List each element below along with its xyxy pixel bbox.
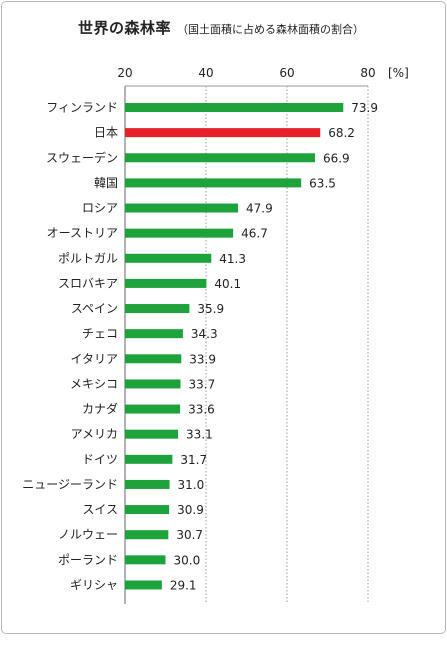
chart-title: 世界の森林率 — [78, 19, 172, 37]
category-label: スペイン — [71, 302, 118, 316]
category-label: ノルウェー — [58, 528, 118, 542]
category-label: チェコ — [82, 327, 118, 341]
data-label: 47.9 — [246, 202, 273, 216]
bar — [125, 505, 170, 515]
data-label: 63.5 — [309, 176, 336, 190]
data-label: 31.0 — [178, 478, 205, 492]
x-tick-label: 40 — [198, 66, 213, 80]
chart-subtitle: （国土面積に占める森林面積の割合） — [177, 23, 365, 36]
data-label: 33.9 — [189, 352, 216, 366]
category-label: スイス — [82, 503, 118, 517]
x-tick-label: 80 — [360, 66, 375, 80]
bar — [125, 379, 181, 389]
category-label: カナダ — [82, 401, 118, 416]
bar — [125, 128, 321, 138]
bar — [125, 404, 181, 414]
category-label: メキシコ — [70, 377, 118, 391]
bar — [125, 454, 173, 464]
category-label: オーストリア — [47, 226, 118, 240]
bar — [125, 429, 179, 439]
category-label: ポーランド — [58, 553, 118, 567]
x-tick-label: 60 — [279, 66, 294, 80]
data-label: 40.1 — [214, 277, 241, 291]
x-tick-label: 20 — [117, 66, 132, 80]
category-label: ドイツ — [82, 452, 118, 466]
data-label: 30.0 — [174, 553, 201, 567]
chart-title-block: 世界の森林率 （国土面積に占める森林面積の割合） — [78, 20, 364, 36]
data-label: 35.9 — [197, 302, 224, 316]
category-label: ギリシャ — [70, 578, 118, 592]
data-label: 33.7 — [188, 377, 215, 391]
bar — [125, 555, 166, 565]
bar — [125, 580, 162, 590]
data-label: 29.1 — [170, 578, 197, 592]
data-label: 34.3 — [191, 327, 218, 341]
data-label: 33.6 — [188, 403, 215, 417]
bar — [125, 178, 302, 188]
category-label: ニュージーランド — [22, 477, 118, 491]
bar — [125, 103, 344, 112]
data-label: 31.7 — [180, 453, 207, 467]
bar — [125, 153, 315, 163]
data-label: 30.7 — [176, 528, 203, 542]
data-label: 33.1 — [186, 428, 213, 442]
data-label: 66.9 — [323, 151, 350, 165]
bar — [125, 530, 169, 540]
category-label: アメリカ — [71, 427, 118, 441]
category-label: スロバキア — [58, 276, 118, 290]
data-label: 30.9 — [177, 503, 204, 517]
data-label: 46.7 — [241, 227, 268, 241]
category-label: ロシア — [82, 201, 118, 215]
bar — [125, 228, 234, 238]
category-label: フィンランド — [46, 101, 118, 115]
data-label: 41.3 — [219, 252, 246, 266]
bar — [125, 304, 190, 314]
data-label: 68.2 — [328, 126, 355, 140]
category-label: 日本 — [94, 126, 118, 140]
bar — [125, 278, 207, 288]
bar — [125, 329, 183, 339]
bar — [125, 354, 182, 364]
bar — [125, 479, 170, 489]
category-label: 韓国 — [94, 176, 118, 190]
category-label: イタリア — [70, 352, 118, 366]
category-label: スウェーデン — [46, 150, 118, 165]
unit-label: [%] — [388, 66, 409, 80]
bar — [125, 253, 212, 263]
bar — [125, 203, 238, 213]
data-label: 73.9 — [351, 101, 378, 115]
category-label: ポルトガル — [58, 251, 118, 265]
